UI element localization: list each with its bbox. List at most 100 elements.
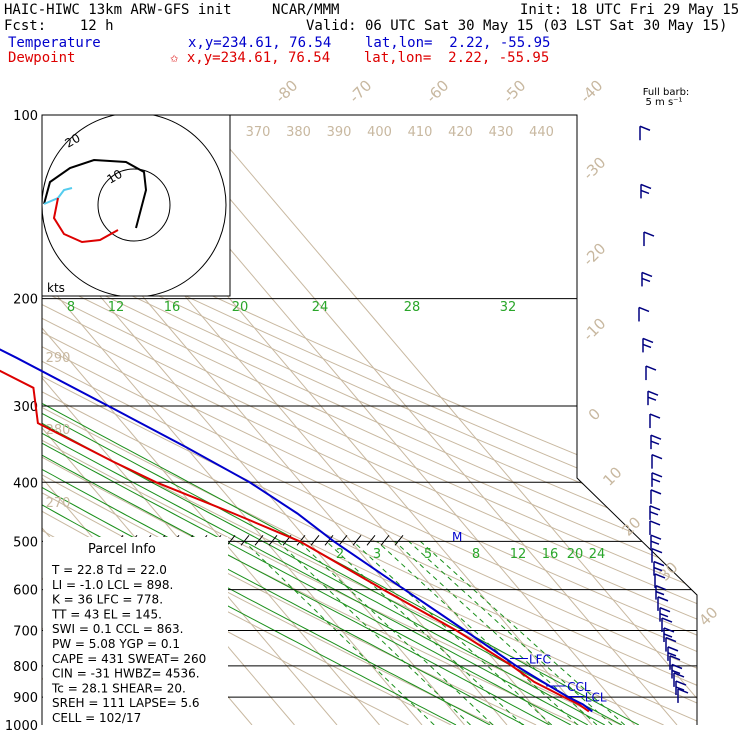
wind-barb-flag xyxy=(641,277,651,283)
lfc-marker-label: LFC xyxy=(529,652,551,666)
hatch-mark xyxy=(380,535,390,546)
isotherm-line xyxy=(42,115,423,725)
dry-adiabat-line xyxy=(42,115,697,725)
mixing-ratio-label: 20 xyxy=(232,300,249,315)
hatch-mark xyxy=(226,535,236,546)
moist-adiabat-line xyxy=(42,270,550,725)
hatch-mark xyxy=(296,535,306,546)
dry-adiabat-line xyxy=(42,115,697,725)
pressure-tick-label: 600 xyxy=(13,584,38,599)
parcel-info-row: CIN = -31 HWBZ= 4536. xyxy=(52,667,200,681)
wind-barb-flag xyxy=(671,669,681,675)
mixing-ratio-label: 12 xyxy=(108,300,125,315)
theta-label: 270 xyxy=(46,496,71,511)
dry-adiabat-line xyxy=(42,115,697,725)
moist-adiabat-line xyxy=(42,270,525,725)
temperature-legend-label: Temperature xyxy=(8,35,101,51)
mixing-ratio-label: 32 xyxy=(500,300,517,315)
mixing-ratio-label: 16 xyxy=(164,300,181,315)
mixing-ratio-label: 12 xyxy=(510,547,527,562)
wind-barb-flag xyxy=(651,548,663,554)
mixing-ratio-label: 24 xyxy=(312,300,329,315)
hodograph-ring-20 xyxy=(42,115,227,296)
wind-barb-flag xyxy=(653,560,665,567)
moist-adiabat-line xyxy=(42,270,572,725)
isotherm-line xyxy=(158,115,678,725)
lcl-marker-label: LCL xyxy=(585,690,607,704)
isotherm-label: 10 xyxy=(599,463,625,489)
hatch-mark xyxy=(310,535,320,546)
pressure-tick-label: 500 xyxy=(13,535,38,550)
wind-barb-flag xyxy=(642,337,654,344)
mixing-ratio-label: 24 xyxy=(589,547,606,562)
dry-adiabat-line xyxy=(42,115,622,725)
moist-adiabat-line xyxy=(42,270,606,725)
wind-barb-flag xyxy=(659,606,671,613)
parcel-info-row: CAPE = 431 SWEAT= 260 xyxy=(52,652,206,666)
theta-label: 380 xyxy=(286,125,311,140)
m-marker-label: M xyxy=(452,530,462,544)
isotherm-label: -60 xyxy=(422,76,452,106)
dry-adiabat-line xyxy=(42,115,697,725)
wind-barb-flag xyxy=(650,534,662,540)
hatch-mark xyxy=(352,535,362,546)
theta-label: 280 xyxy=(46,423,71,438)
dry-adiabat-line xyxy=(42,115,697,725)
hatch-mark xyxy=(268,535,278,546)
isotherm-label: -80 xyxy=(271,76,301,106)
moist-adiabat-line xyxy=(42,270,589,725)
wind-barb-flag xyxy=(675,680,687,686)
wind-barb-flag xyxy=(639,125,651,131)
wind-barb-flag xyxy=(673,672,685,678)
dry-adiabat-line xyxy=(42,115,697,725)
parcel-info-row: LI = -1.0 LCL = 898. xyxy=(52,578,173,592)
wind-barb-flag xyxy=(677,688,689,694)
isotherm-line xyxy=(200,115,697,725)
forecast-hour-text: Fcst: 12 h xyxy=(4,18,114,34)
wind-barb-flag xyxy=(640,183,652,190)
pressure-tick-label: 400 xyxy=(13,476,38,491)
wind-barb-flag xyxy=(638,306,650,313)
theta-label: 440 xyxy=(529,125,554,140)
hodograph-unit-label: kts xyxy=(47,281,65,295)
wind-barb-flag xyxy=(650,489,662,495)
dry-adiabat-line xyxy=(42,115,664,725)
theta-label: 430 xyxy=(489,125,514,140)
wind-barb-flag xyxy=(675,686,685,691)
init-text: Init: 18 UTC Fri 29 May 15 xyxy=(520,2,740,18)
parcel-info-title: Parcel Info xyxy=(88,542,156,557)
hatch-mark xyxy=(254,535,264,546)
wind-barb-flag xyxy=(642,343,652,349)
dewpoint-legend-label: Dewpoint xyxy=(8,50,76,66)
hatch-mark xyxy=(240,535,250,546)
wind-barb-flag xyxy=(659,612,669,618)
isotherm-label: 40 xyxy=(695,603,721,629)
mixing-ratio-line xyxy=(352,541,553,725)
hodograph-upper-trace xyxy=(43,158,148,229)
mixing-ratio-label: 8 xyxy=(472,547,480,562)
hodograph-ring-label: 10 xyxy=(105,167,125,187)
isotherm-label: -10 xyxy=(579,314,609,344)
barb-legend-unit: 5 m s⁻¹ xyxy=(646,97,683,108)
hodograph-ring-label: 20 xyxy=(63,131,83,151)
theta-label: 390 xyxy=(327,125,352,140)
valid-time-text: Valid: 06 UTC Sat 30 May 15 (03 LST Sat … xyxy=(306,18,728,34)
isotherm-label: 0 xyxy=(585,405,604,424)
hatch-mark xyxy=(324,535,334,546)
theta-label: 370 xyxy=(246,125,271,140)
wind-barb-flag xyxy=(649,505,661,511)
isotherm-label: -70 xyxy=(345,76,375,106)
dry-adiabat-line xyxy=(42,115,697,725)
mixing-ratio-label: 28 xyxy=(404,300,421,315)
dry-adiabat-line xyxy=(42,115,697,725)
wind-barb-flag xyxy=(649,413,661,419)
isotherm-line xyxy=(42,115,380,725)
barb-legend-title: Full barb: xyxy=(643,87,690,98)
parcel-info-row: K = 36 LFC = 778. xyxy=(52,593,163,607)
isotherm-label: -30 xyxy=(579,153,609,183)
mixing-ratio-line xyxy=(298,541,494,725)
wind-barb-flag xyxy=(649,511,659,516)
mixing-ratio-line xyxy=(277,541,471,725)
wind-barb-flag xyxy=(667,652,677,657)
